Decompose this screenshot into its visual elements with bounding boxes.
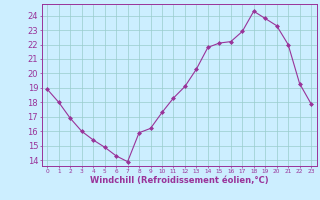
X-axis label: Windchill (Refroidissement éolien,°C): Windchill (Refroidissement éolien,°C) — [90, 176, 268, 185]
